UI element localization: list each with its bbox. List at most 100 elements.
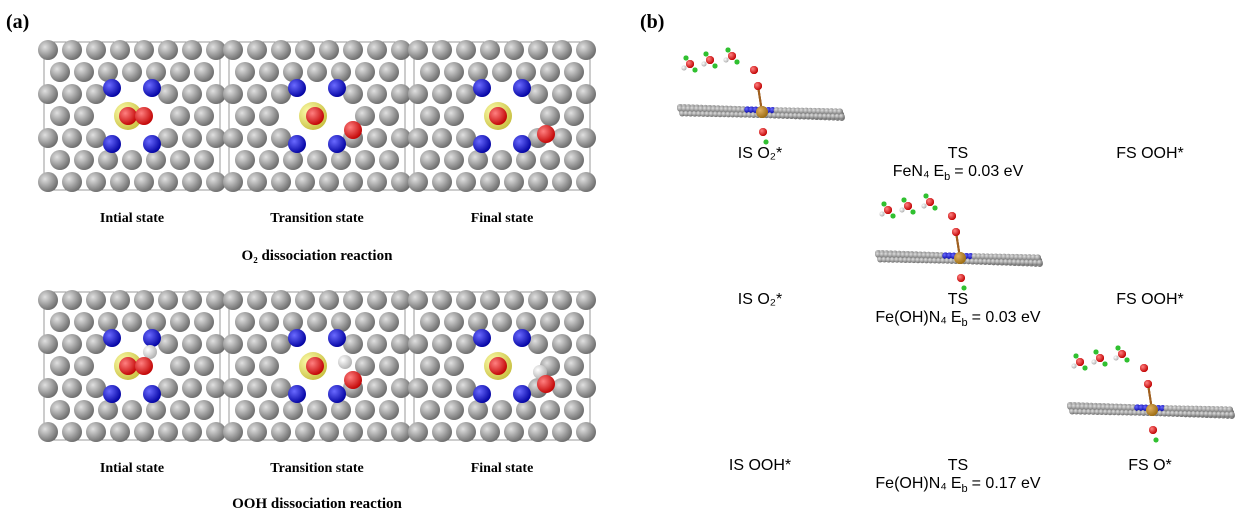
hydrogen	[693, 68, 698, 73]
oxygen	[904, 202, 912, 210]
atom	[343, 422, 363, 442]
hydrogen	[1094, 350, 1099, 355]
figure: (a)(b)Intial stateTransition stateFinal …	[0, 0, 1244, 516]
atom	[367, 334, 387, 354]
atom	[259, 150, 279, 170]
atom	[343, 172, 363, 192]
atom	[379, 312, 399, 332]
atom	[379, 106, 399, 126]
atom	[223, 422, 243, 442]
atom	[122, 62, 142, 82]
atom	[194, 356, 214, 376]
atom	[516, 150, 536, 170]
atom	[408, 84, 428, 104]
atom	[74, 150, 94, 170]
hydrogen	[922, 204, 927, 209]
atom	[74, 356, 94, 376]
oxygen	[952, 228, 960, 236]
atom	[432, 40, 452, 60]
atom	[492, 150, 512, 170]
atom	[247, 128, 267, 148]
atom	[528, 422, 548, 442]
atom	[271, 40, 291, 60]
material: Fe(OH)N₄	[875, 475, 946, 492]
atom	[98, 62, 118, 82]
atom	[223, 334, 243, 354]
atom	[62, 378, 82, 398]
hydrogen	[924, 194, 929, 199]
energy-caption: FeN₄Eb= 0.03 eV	[893, 163, 1024, 183]
hydrogen	[880, 212, 885, 217]
atom	[456, 84, 476, 104]
material: Fe(OH)N₄	[875, 309, 946, 326]
atom	[528, 40, 548, 60]
atom	[367, 290, 387, 310]
atom	[1229, 412, 1235, 418]
atom	[528, 290, 548, 310]
atom	[74, 400, 94, 420]
iron	[1146, 404, 1158, 416]
atom	[62, 172, 82, 192]
atom	[420, 356, 440, 376]
atom	[122, 400, 142, 420]
hydrogen	[724, 58, 729, 63]
nitrogen	[103, 385, 121, 403]
atom	[223, 290, 243, 310]
atom	[355, 312, 375, 332]
atom	[50, 150, 70, 170]
atom	[158, 290, 178, 310]
nitrogen	[513, 385, 531, 403]
atom	[271, 290, 291, 310]
atom	[444, 150, 464, 170]
nitrogen	[473, 79, 491, 97]
atom	[122, 150, 142, 170]
atom	[158, 172, 178, 192]
atom	[355, 150, 375, 170]
atom	[331, 312, 351, 332]
atom	[247, 334, 267, 354]
atom	[432, 128, 452, 148]
atom	[74, 106, 94, 126]
atom	[134, 40, 154, 60]
atom	[247, 172, 267, 192]
atom	[50, 106, 70, 126]
atom	[564, 62, 584, 82]
atom	[62, 84, 82, 104]
hydrogen	[1116, 346, 1121, 351]
hydrogen	[764, 140, 769, 145]
atom	[367, 378, 387, 398]
oxygen	[728, 52, 736, 60]
atom	[468, 62, 488, 82]
atom	[271, 378, 291, 398]
atom	[444, 312, 464, 332]
nitrogen	[288, 135, 306, 153]
oxygen	[119, 357, 137, 375]
atom	[235, 400, 255, 420]
atom	[480, 422, 500, 442]
nitrogen	[328, 385, 346, 403]
atom	[408, 290, 428, 310]
atom	[564, 400, 584, 420]
state-label: FS O*	[1128, 457, 1172, 474]
atom	[62, 40, 82, 60]
reaction-label: O₂ dissociation reaction	[242, 248, 394, 264]
hydrogen	[735, 60, 740, 65]
atom	[343, 40, 363, 60]
atom	[170, 62, 190, 82]
atom	[182, 378, 202, 398]
atom	[271, 128, 291, 148]
energy-symbol: E	[951, 475, 962, 492]
nitrogen	[143, 79, 161, 97]
atom	[432, 290, 452, 310]
oxygen	[306, 107, 324, 125]
atom	[343, 334, 363, 354]
nitrogen	[103, 135, 121, 153]
atom	[182, 40, 202, 60]
atom	[235, 312, 255, 332]
atom	[552, 334, 572, 354]
atom	[552, 378, 572, 398]
oxygen	[119, 107, 137, 125]
atom	[271, 84, 291, 104]
atom	[259, 356, 279, 376]
atom	[271, 172, 291, 192]
